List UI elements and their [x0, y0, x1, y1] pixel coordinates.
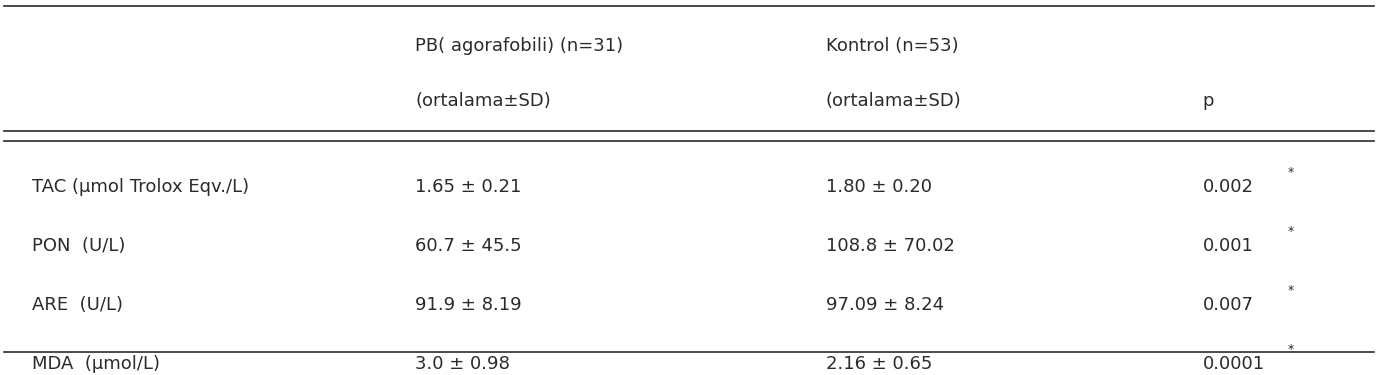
Text: 1.65 ± 0.21: 1.65 ± 0.21 [415, 178, 521, 196]
Text: ARE  (U/L): ARE (U/L) [32, 296, 123, 314]
Text: p: p [1203, 93, 1214, 111]
Text: *: * [1287, 225, 1294, 238]
Text: (ortalama±SD): (ortalama±SD) [825, 93, 962, 111]
Text: 2.16 ± 0.65: 2.16 ± 0.65 [825, 355, 933, 373]
Text: 91.9 ± 8.19: 91.9 ± 8.19 [415, 296, 522, 314]
Text: 60.7 ± 45.5: 60.7 ± 45.5 [415, 237, 522, 255]
Text: 0.0001: 0.0001 [1203, 355, 1265, 373]
Text: 97.09 ± 8.24: 97.09 ± 8.24 [825, 296, 944, 314]
Text: *: * [1287, 165, 1294, 178]
Text: Kontrol (n=53): Kontrol (n=53) [825, 37, 959, 55]
Text: PB( agorafobili) (n=31): PB( agorafobili) (n=31) [415, 37, 623, 55]
Text: MDA  (μmol/L): MDA (μmol/L) [32, 355, 160, 373]
Text: PON  (U/L): PON (U/L) [32, 237, 125, 255]
Text: 0.002: 0.002 [1203, 178, 1254, 196]
Text: 0.001: 0.001 [1203, 237, 1254, 255]
Text: 0.007: 0.007 [1203, 296, 1254, 314]
Text: 108.8 ± 70.02: 108.8 ± 70.02 [825, 237, 955, 255]
Text: 3.0 ± 0.98: 3.0 ± 0.98 [415, 355, 510, 373]
Text: *: * [1287, 343, 1294, 356]
Text: (ortalama±SD): (ortalama±SD) [415, 93, 551, 111]
Text: TAC (μmol Trolox Eqv./L): TAC (μmol Trolox Eqv./L) [32, 178, 248, 196]
Text: 1.80 ± 0.20: 1.80 ± 0.20 [825, 178, 932, 196]
Text: *: * [1287, 284, 1294, 297]
